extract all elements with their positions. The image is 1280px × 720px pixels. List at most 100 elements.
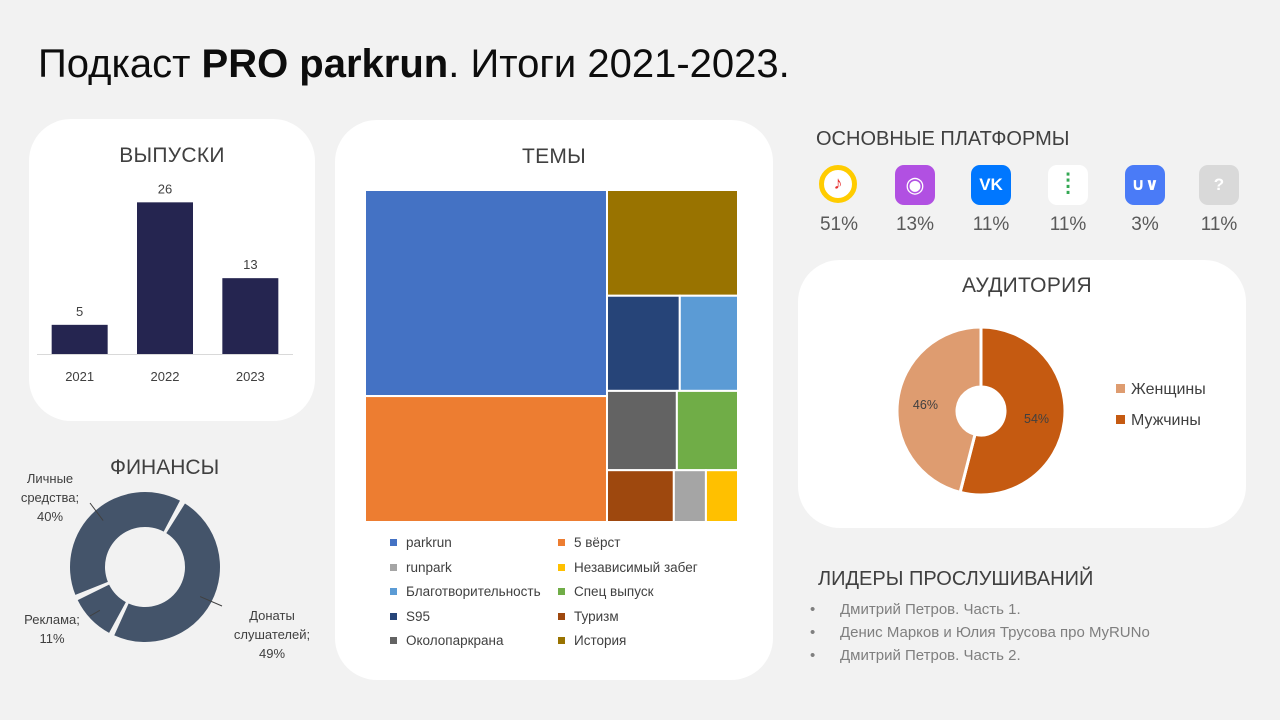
- treemap-cell-туризм: [605, 469, 675, 523]
- vk-icon: VK: [971, 165, 1011, 205]
- platform-percent: 11%: [1049, 214, 1087, 235]
- legend-swatch: [390, 563, 397, 571]
- platform-percent: 51%: [819, 214, 859, 235]
- bar-2023: [222, 278, 279, 354]
- legend-item-туризм: Туризм: [558, 609, 619, 624]
- legend-label: runpark: [406, 559, 452, 575]
- bullet: •: [810, 647, 816, 664]
- legend-item-благотворительность: Благотворительность: [390, 584, 541, 599]
- leader-item: • Дмитрий Петров. Часть 2.: [810, 647, 1021, 664]
- finance-data-label: Реклама; 11%: [24, 612, 80, 646]
- unknown-platform-icon: ?: [1199, 165, 1239, 205]
- treemap-cell-5-вёрст: [364, 395, 608, 524]
- treemap-cell-благотворительность: [678, 294, 740, 392]
- audience-donut-chart: 54% 46%: [895, 325, 1067, 497]
- treemap-cell-спец-выпуск: [675, 389, 739, 472]
- releases-card: ВЫПУСКИ 5 2021 26 2022 13 2023: [29, 119, 315, 421]
- finance-slice-личные-средства: [70, 492, 180, 595]
- legend-item-история: История: [558, 633, 626, 648]
- finance-slice-реклама: [77, 584, 126, 633]
- legend-swatch: [390, 588, 397, 595]
- bullet: •: [810, 601, 816, 618]
- topics-treemap: [364, 189, 740, 524]
- legend-item-parkrun: parkrun: [390, 535, 452, 550]
- bar-value-label: 13: [243, 257, 257, 272]
- finance-leader-line: [199, 596, 223, 607]
- finance-label-line: средства;: [21, 490, 79, 505]
- bullet: •: [810, 624, 816, 641]
- audience-card: АУДИТОРИЯ 54% 46% Женщины Мужчины: [798, 260, 1246, 528]
- legend-swatch: [558, 539, 565, 546]
- treemap-cell-runpark: [672, 469, 707, 523]
- treemap-cell-parkrun: [364, 189, 608, 398]
- legend-swatch: [558, 637, 565, 644]
- platform-percent: 3%: [1131, 214, 1159, 235]
- platform-percent: 11%: [1200, 214, 1238, 235]
- legend-label: История: [574, 633, 627, 648]
- finance-donut-chart: Донаты слушателей; 49% Реклама; 11% Личные сре…: [21, 471, 310, 661]
- legend-label: Независимый забег: [574, 559, 698, 575]
- platform-percent: 11%: [972, 214, 1010, 235]
- legend-swatch: [558, 563, 565, 571]
- legend-item-женщины: Женщины: [1116, 381, 1206, 399]
- legend-swatch: [390, 539, 397, 546]
- bar-2021: [51, 324, 108, 354]
- finance-heading: ФИНАНСЫ: [110, 456, 220, 479]
- page-title: Подкаст PRO parkrun. Итоги 2021-2023.: [38, 42, 790, 86]
- finance-label-line: 40%: [37, 509, 63, 524]
- leader-text: Денис Марков и Юлия Трусова про MyRUNo: [840, 624, 1150, 641]
- legend-label: Спец выпуск: [574, 584, 654, 599]
- x-tick-label: 2022: [151, 369, 180, 384]
- legend-label: 5 вёрст: [574, 535, 621, 550]
- releases-bar-chart: 5 2021 26 2022 13 2023: [37, 181, 293, 384]
- legend-label: Мужчины: [1131, 412, 1201, 429]
- leader-text: Дмитрий Петров. Часть 2.: [840, 647, 1021, 664]
- finance-label-line: Реклама;: [24, 612, 80, 627]
- topics-heading: ТЕМЫ: [521, 145, 587, 168]
- audience-heading: АУДИТОРИЯ: [962, 274, 1092, 297]
- audience-data-label: 54%: [1024, 412, 1049, 426]
- finance-label-line: слушателей;: [234, 627, 310, 642]
- legend-label: Благотворительность: [406, 584, 541, 599]
- leader-item: • Дмитрий Петров. Часть 1.: [810, 601, 1021, 618]
- legend-label: Околопаркрана: [406, 633, 504, 648]
- bar-value-label: 26: [158, 181, 172, 196]
- audience-data-label: 46%: [913, 398, 938, 412]
- legend-swatch: [558, 612, 565, 620]
- castbox-icon: ∪∨: [1125, 165, 1165, 205]
- treemap-cell-независимый-забег: [704, 469, 739, 523]
- legend-item-околопаркрана: Околопаркрана: [390, 633, 504, 648]
- finance-data-label: Донаты слушателей; 49%: [234, 608, 310, 661]
- legend-item-5-вёрст: 5 вёрст: [558, 535, 620, 550]
- legend-swatch: [1116, 384, 1125, 393]
- topics-card: ТЕМЫ parkrun 5 вёрст runpark Независимый за…: [335, 120, 773, 680]
- legend-item-спец-выпуск: Спец выпуск: [558, 584, 654, 599]
- finance-data-label: Личные средства; 40%: [21, 471, 79, 524]
- bar-2022: [137, 202, 193, 354]
- legend-label: Женщины: [1131, 381, 1206, 398]
- legend-item-runpark: runpark: [390, 560, 452, 575]
- platform-percent: 13%: [895, 214, 935, 235]
- treemap-cell-история: [605, 189, 739, 297]
- x-tick-label: 2023: [236, 369, 265, 384]
- bar-value-label: 5: [76, 304, 83, 319]
- releases-heading: ВЫПУСКИ: [119, 144, 225, 167]
- legend-label: parkrun: [406, 535, 452, 550]
- yandex-music-icon: ♪: [819, 165, 857, 203]
- finance-leader-line: [89, 502, 104, 521]
- finance-label-line: Донаты: [249, 608, 295, 623]
- legend-swatch: [390, 612, 397, 620]
- topics-legend: parkrun 5 вёрст runpark Независимый забег Бл…: [335, 120, 773, 680]
- legend-swatch: [390, 637, 397, 644]
- legend-item-s95: S95: [390, 609, 430, 624]
- finance-label-line: Личные: [27, 471, 73, 486]
- audience-slice-мужчины: [958, 325, 1067, 497]
- legend-item-независимый-забег: Независимый забег: [558, 560, 698, 575]
- legend-label: Туризм: [574, 608, 619, 624]
- finance-label-line: 11%: [39, 631, 64, 646]
- leaders-heading: ЛИДЕРЫ ПРОСЛУШИВАНИЙ: [818, 568, 1094, 590]
- leader-text: Дмитрий Петров. Часть 1.: [840, 601, 1021, 618]
- finance-leader-line: [89, 609, 101, 617]
- finance-label-line: 49%: [259, 646, 285, 661]
- legend-swatch: [1116, 415, 1125, 424]
